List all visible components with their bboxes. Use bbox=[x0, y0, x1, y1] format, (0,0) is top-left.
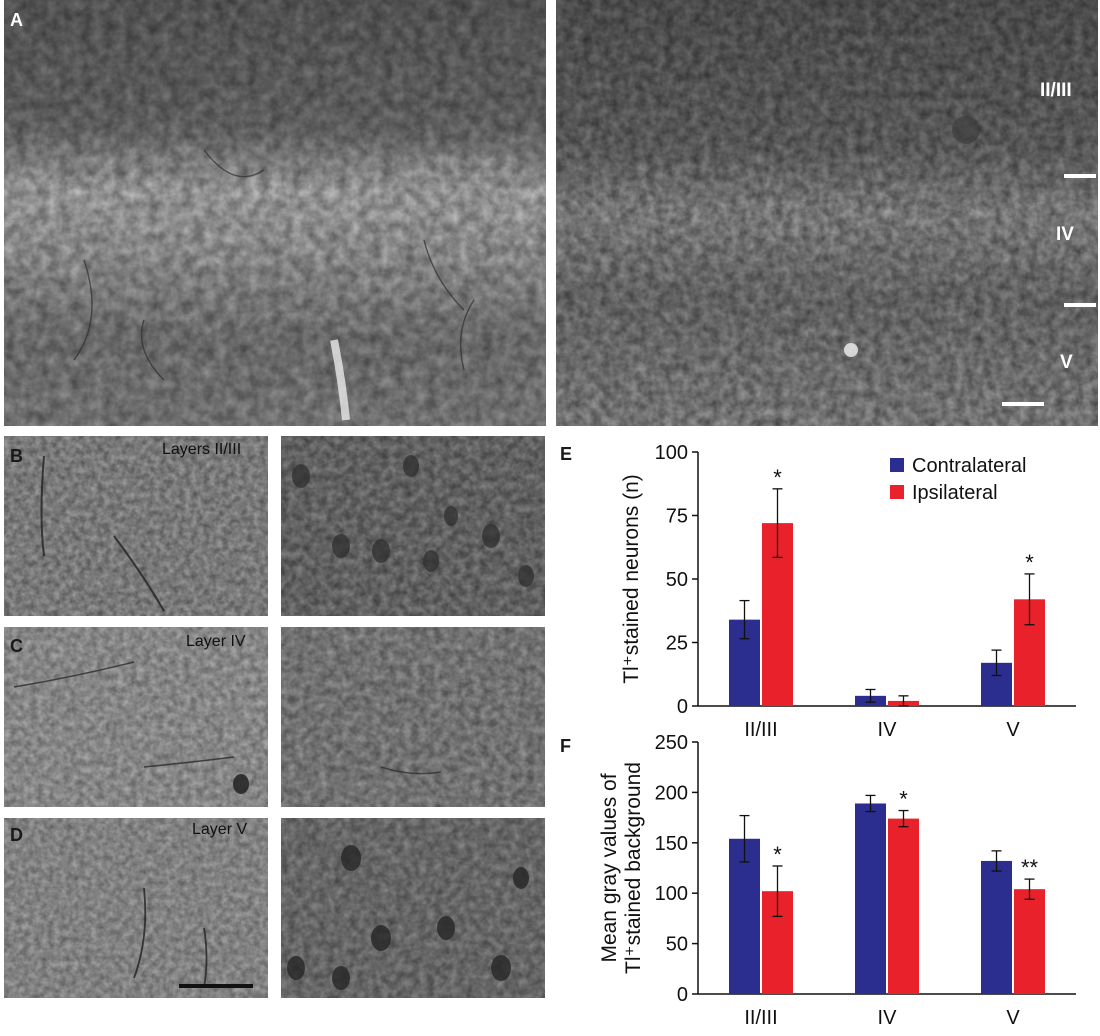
bar-ipsilateral bbox=[1014, 889, 1045, 994]
legend-swatch-contralateral bbox=[890, 458, 904, 472]
y-tick-label: 75 bbox=[666, 506, 688, 528]
micrograph-a-ipsilateral-image bbox=[556, 0, 1098, 426]
micrograph-a-contralateral bbox=[4, 0, 546, 426]
y-tick-label: 200 bbox=[655, 782, 688, 804]
panel-label-b: B bbox=[10, 446, 23, 466]
x-tick-label: IV bbox=[878, 1007, 898, 1029]
bar-contralateral bbox=[855, 803, 886, 994]
micrograph-c-ipsilateral bbox=[281, 627, 545, 807]
micrograph-a-ipsilateral bbox=[556, 0, 1098, 426]
layer-mark-v: V bbox=[1060, 352, 1073, 373]
legend-label-ipsilateral: Ipsilateral bbox=[912, 482, 998, 504]
x-tick-label: II/III bbox=[744, 719, 777, 738]
bar-ipsilateral bbox=[888, 818, 919, 994]
panel-label-e: E bbox=[560, 444, 573, 464]
bar-contralateral bbox=[729, 838, 760, 994]
scale-bar-a bbox=[1002, 402, 1044, 406]
panel-label-c: C bbox=[10, 636, 23, 656]
significance-mark: ** bbox=[1021, 855, 1039, 880]
layer-mark-ii-iii: II/III bbox=[1040, 80, 1072, 101]
layer-tag-v: Layer V bbox=[192, 821, 248, 838]
layer-tag-iv: Layer IV bbox=[186, 633, 246, 650]
x-tick-label: IV bbox=[878, 719, 898, 738]
y-tick-label: 50 bbox=[666, 569, 688, 591]
significance-mark: * bbox=[1025, 550, 1034, 575]
x-tick-label: V bbox=[1006, 1007, 1020, 1029]
y-tick-label: 250 bbox=[655, 732, 688, 754]
significance-mark: * bbox=[899, 787, 908, 812]
micrograph-a-contralateral-image bbox=[4, 0, 546, 426]
y-tick-label: 0 bbox=[677, 696, 688, 718]
micrograph-c-contralateral bbox=[4, 627, 268, 807]
layer-tag-ii-iii: Layers II/III bbox=[162, 441, 242, 458]
panel-label-a: A bbox=[10, 10, 23, 30]
legend-swatch-ipsilateral bbox=[890, 485, 904, 499]
y-tick-label: 100 bbox=[655, 442, 688, 464]
legend-label-contralateral: Contralateral bbox=[912, 455, 1027, 477]
panel-label-d: D bbox=[10, 825, 23, 845]
micrograph-b-contralateral bbox=[4, 436, 268, 616]
chart-f: 0 50 100 150 200 250 II/III * IV * V ** Mean gray va… bbox=[598, 732, 1076, 1029]
x-tick-label: V bbox=[1006, 719, 1020, 738]
layer-boundary-tick-2 bbox=[1064, 303, 1096, 307]
bar-contralateral bbox=[981, 860, 1012, 994]
layer-boundary-tick-1 bbox=[1064, 174, 1096, 178]
y-tick-label: 50 bbox=[666, 934, 688, 956]
y-tick-label: 100 bbox=[655, 883, 688, 905]
micrograph-d-contralateral bbox=[4, 818, 268, 998]
y-axis-label-line2: Tl⁺stained background bbox=[622, 762, 645, 974]
y-axis-label-line1: Mean gray values of bbox=[598, 773, 621, 962]
significance-mark: * bbox=[773, 465, 782, 490]
layer-mark-iv: IV bbox=[1056, 224, 1074, 245]
chart-e: 0 25 50 75 100 II/III * IV V * Tl⁺stained neurons … bbox=[620, 442, 1076, 738]
micrograph-b-ipsilateral bbox=[281, 436, 545, 616]
micrograph-d-ipsilateral bbox=[281, 818, 545, 998]
y-tick-label: 150 bbox=[655, 833, 688, 855]
y-axis-label: Tl⁺stained neurons (n) bbox=[620, 474, 643, 684]
y-tick-label: 0 bbox=[677, 984, 688, 1006]
y-tick-label: 25 bbox=[666, 633, 688, 655]
x-tick-label: II/III bbox=[744, 1007, 777, 1029]
panel-label-f: F bbox=[560, 736, 571, 756]
significance-mark: * bbox=[773, 842, 782, 867]
